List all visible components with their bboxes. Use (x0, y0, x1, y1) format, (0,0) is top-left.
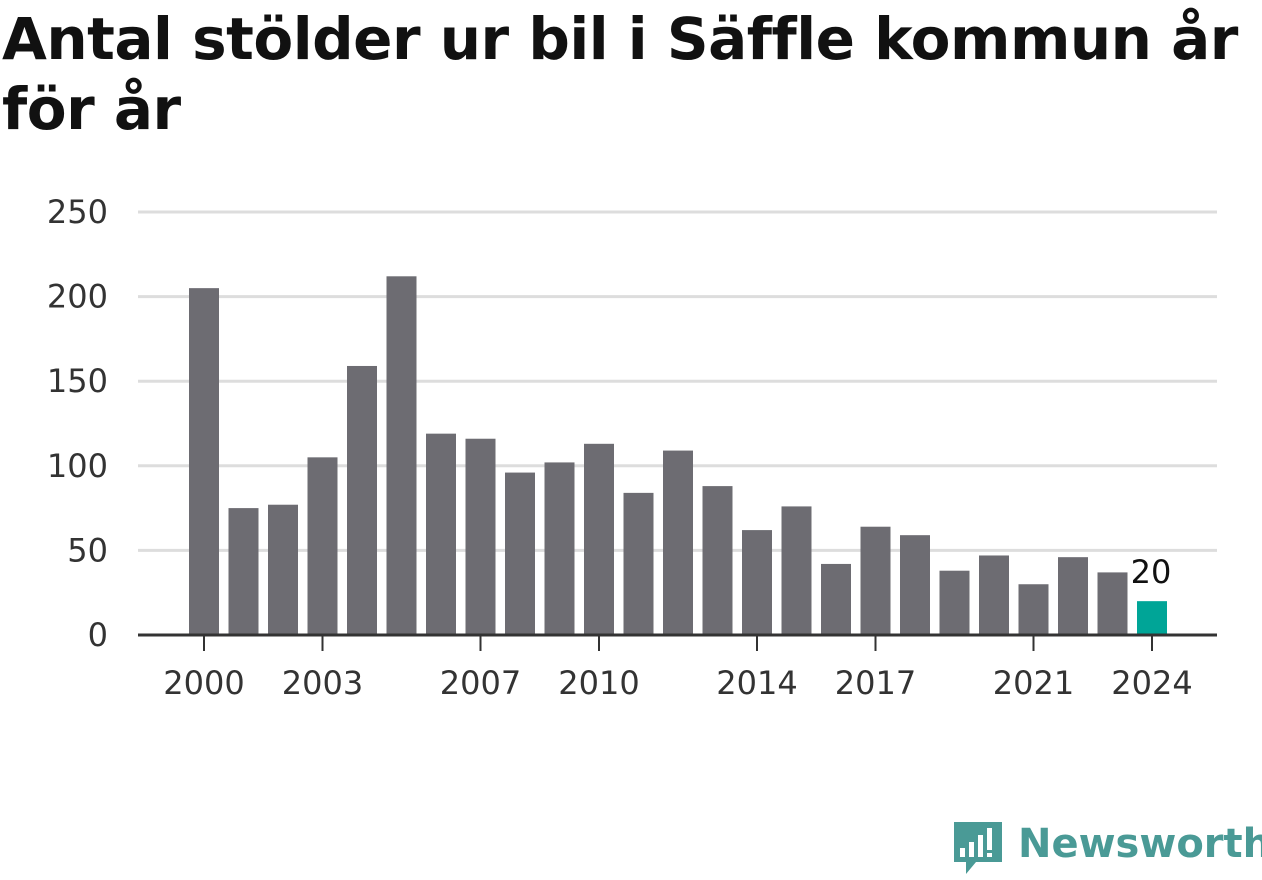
y-tick-label: 50 (67, 531, 108, 569)
brand-name: Newsworthy (1018, 821, 1262, 867)
bar-2008 (505, 472, 535, 635)
bar-2000 (189, 288, 219, 635)
bar-2002 (268, 504, 298, 635)
y-tick-labels: 0 50 100 150 200 250 (47, 193, 108, 654)
y-tick-label: 250 (47, 193, 108, 231)
data-labels: 20 (1131, 553, 1172, 591)
y-tick-label: 200 (47, 278, 108, 316)
bar-2016 (821, 563, 851, 635)
bar-2013 (702, 486, 733, 635)
bar-2001 (228, 508, 259, 635)
bar-2024 (1137, 601, 1167, 635)
bar-2022 (1058, 557, 1088, 635)
data-label: 20 (1131, 553, 1172, 591)
bar-2019 (939, 570, 970, 635)
bar-2007 (465, 438, 496, 635)
bar-2012 (663, 450, 693, 635)
bar-2009 (544, 462, 575, 635)
bar-2011 (623, 492, 654, 635)
x-axis (138, 633, 1217, 651)
x-tick-label: 2014 (716, 664, 797, 702)
x-tick-label: 2007 (440, 664, 521, 702)
x-tick-label: 2003 (282, 664, 363, 702)
newsworthy-logo-icon (954, 822, 1002, 874)
bar-2006 (426, 433, 456, 635)
bar-2003 (307, 457, 338, 635)
bar-2014 (742, 530, 772, 635)
x-tick-label: 2024 (1111, 664, 1192, 702)
bar-2010 (584, 443, 614, 635)
x-tick-labels: 2000 2003 2007 2010 2014 2017 2021 2024 (163, 664, 1192, 702)
bars (189, 276, 1167, 635)
x-tick-label: 2010 (558, 664, 639, 702)
bar-2021 (1018, 584, 1049, 635)
bar-2020 (979, 555, 1009, 635)
y-tick-label: 150 (47, 362, 108, 400)
y-tick-label: 100 (47, 447, 108, 485)
x-tick-label: 2021 (993, 664, 1074, 702)
bar-2015 (781, 506, 812, 635)
bar-2018 (900, 535, 930, 635)
y-tick-label: 0 (88, 616, 108, 654)
chart-title: Antal stölder ur bil i Säffle kommun år … (2, 5, 1238, 143)
bar-2017 (860, 526, 891, 635)
x-tick-label: 2017 (835, 664, 916, 702)
bar-2004 (347, 365, 377, 635)
x-tick-label: 2000 (163, 664, 244, 702)
bar-2023 (1097, 572, 1128, 635)
bar-2005 (386, 276, 417, 635)
